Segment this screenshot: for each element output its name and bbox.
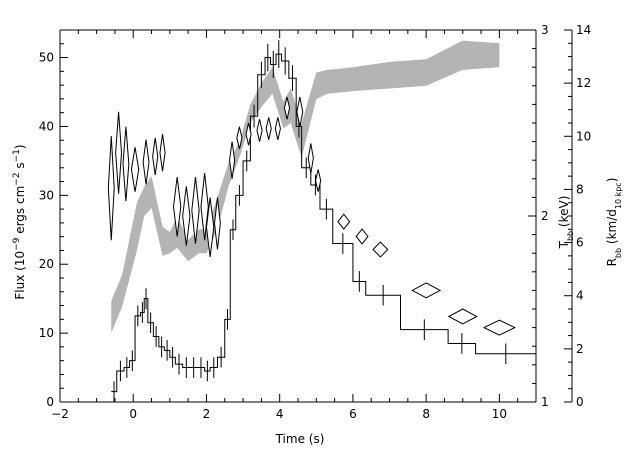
temperature-diamond: [182, 186, 191, 246]
temperature-diamond: [191, 176, 200, 244]
y-outer-tick-label: 12: [576, 76, 591, 90]
temperature-diamond: [205, 197, 215, 257]
temperature-diamond: [307, 143, 314, 174]
y-left-tick-label: 10: [39, 326, 54, 340]
y-outer-tick-label: 4: [576, 289, 584, 303]
temperature-diamond: [130, 147, 140, 192]
temperature-diamond: [159, 134, 166, 172]
radius-band-layer: [111, 40, 500, 333]
x-tick-label: 4: [276, 407, 284, 421]
y-left-tick-label: 20: [39, 257, 54, 271]
temperature-diamond: [355, 228, 369, 245]
flux-histogram-layer: [111, 40, 536, 402]
temperature-diamond-layer: [107, 96, 516, 336]
temperature-diamond: [214, 197, 221, 250]
temperature-diamond: [173, 176, 182, 237]
plot-layers: [107, 40, 536, 402]
temperature-diamond: [315, 169, 322, 192]
x-axis-label: Time (s): [275, 432, 325, 446]
temperature-diamond: [274, 117, 281, 140]
x-tick-label: 2: [203, 407, 211, 421]
temperature-diamond: [372, 241, 389, 258]
temperature-diamond: [115, 111, 123, 194]
temperature-diamond: [236, 126, 243, 150]
y-outer-tick-label: 0: [576, 395, 584, 409]
y-outer-tick-label: 6: [576, 236, 584, 250]
y-left-tick-label: 50: [39, 51, 54, 65]
radius-band: [111, 40, 500, 333]
y-inner-tick-label: 3: [541, 23, 549, 37]
temperature-diamond: [283, 96, 291, 120]
y-axis-right-outer-label: Rbb (km/d10 kpc): [605, 178, 623, 267]
temperature-diamond: [142, 139, 150, 185]
temperature-diamond: [245, 122, 252, 146]
temperature-diamond: [411, 282, 442, 299]
temperature-diamond: [107, 135, 115, 241]
temperature-diamond: [482, 319, 516, 336]
y-left-tick-label: 0: [46, 395, 54, 409]
y-left-tick-label: 40: [39, 119, 54, 133]
temperature-diamond: [265, 117, 272, 140]
y-left-tick-label: 30: [39, 188, 54, 202]
y-outer-tick-label: 8: [576, 182, 584, 196]
temperature-diamond: [447, 308, 478, 325]
x-tick-label: 10: [492, 407, 507, 421]
y-outer-tick-label: 2: [576, 342, 584, 356]
y-inner-tick-label: 1: [541, 395, 549, 409]
x-tick-label: 0: [129, 407, 137, 421]
x-tick-label: 6: [349, 407, 357, 421]
y-outer-tick-label: 10: [576, 129, 591, 143]
temperature-diamond: [152, 137, 159, 176]
y-axis-left-label: Flux (10−9 ergs cm−2 s−1): [12, 144, 27, 299]
temperature-diamond: [256, 119, 263, 142]
x-tick-label: 8: [422, 407, 430, 421]
temperature-diamond: [337, 213, 351, 230]
y-outer-tick-label: 14: [576, 23, 591, 37]
temperature-diamond: [122, 126, 130, 202]
x-tick-label: −2: [51, 407, 69, 421]
y-inner-tick-label: 2: [541, 209, 549, 223]
temperature-diamond: [229, 141, 236, 179]
temperature-diamond: [296, 96, 304, 127]
temperature-diamond: [200, 173, 209, 241]
